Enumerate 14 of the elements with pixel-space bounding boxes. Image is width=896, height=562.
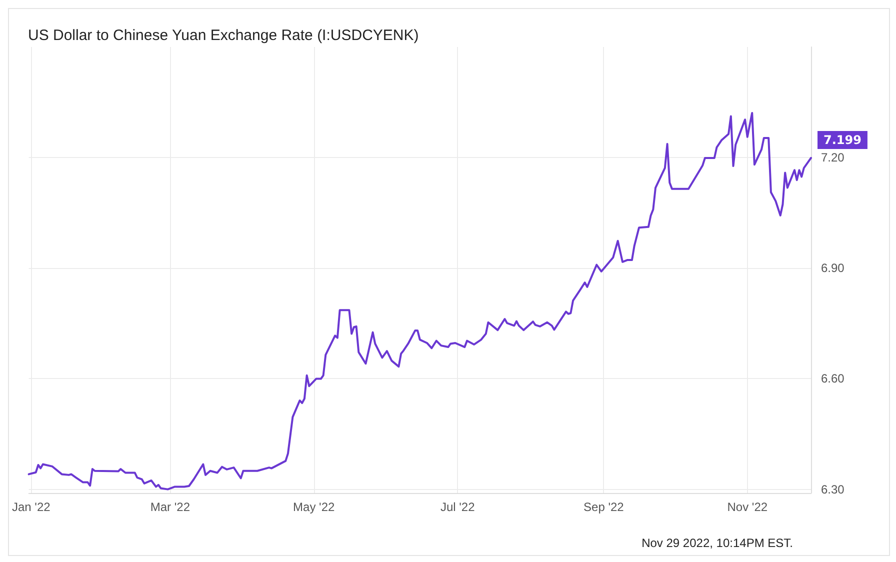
text: Nov 29 2022, 10:14PM EST.: [642, 536, 794, 550]
x-tick-label: Sep '22: [584, 500, 624, 514]
y-tick-label: 7.20: [821, 150, 845, 165]
x-tick-label: Mar '22: [150, 500, 190, 514]
x-tick-label: Jul '22: [440, 500, 476, 514]
annotation: 7.199: [824, 132, 862, 147]
x-tick-label: Jan '22: [12, 500, 51, 514]
y-tick-label: 6.30: [821, 482, 845, 496]
y-tick-label: 6.60: [821, 372, 845, 386]
line-series: [28, 112, 812, 490]
y-tick-label: 6.90: [821, 261, 845, 276]
x-tick-label: Nov '22: [727, 500, 768, 514]
x-tick-label: May '22: [293, 500, 336, 514]
chart-title: US Dollar to Chinese Yuan Exchange Rate (I:USDCYENK): [28, 27, 419, 44]
